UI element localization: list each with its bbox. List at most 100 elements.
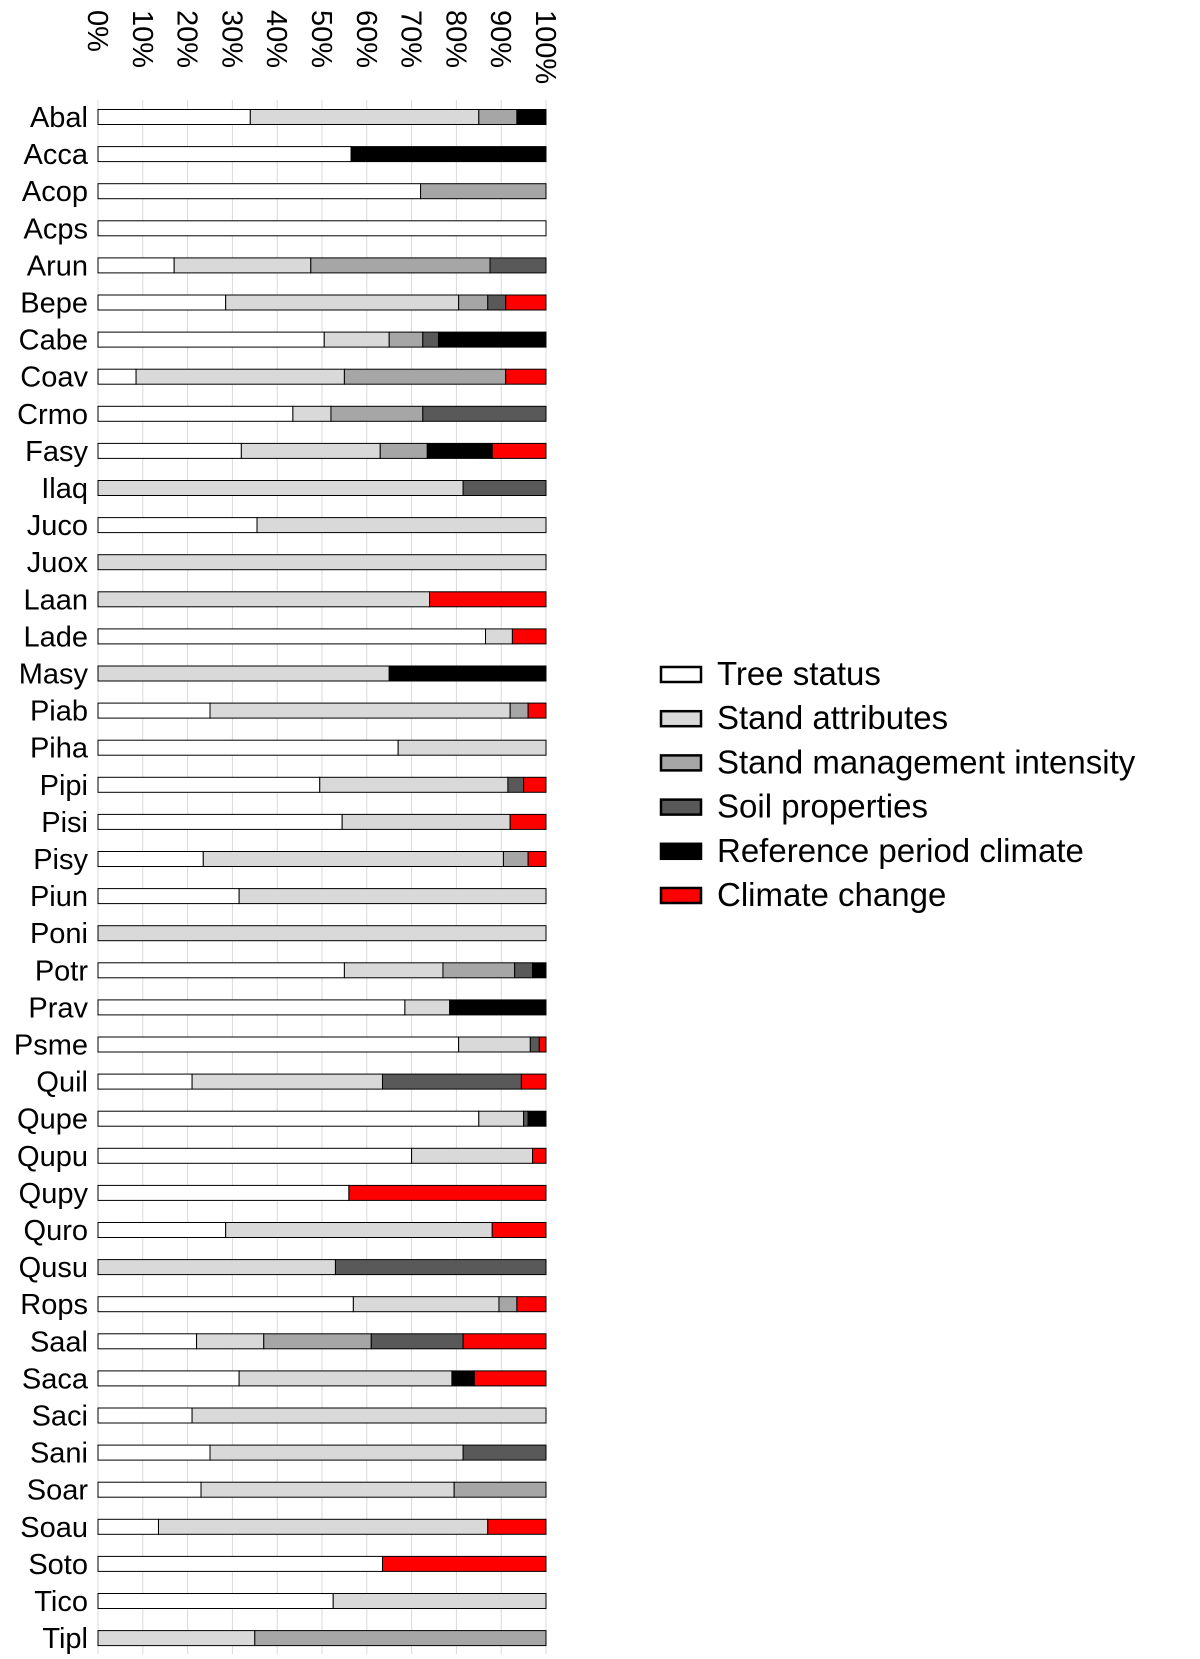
bar-segment	[404, 999, 451, 1016]
bar-segment	[343, 368, 507, 385]
bar-segment	[196, 1333, 265, 1350]
bar-segment	[97, 1593, 334, 1609]
bar-segment	[334, 1259, 547, 1276]
bar-segment	[97, 665, 390, 682]
category-label: Abal	[30, 102, 88, 134]
bar-segment	[97, 925, 547, 942]
bar-segment	[97, 739, 399, 756]
bar-segment	[97, 1259, 336, 1276]
bar-segment	[97, 405, 294, 422]
category-label: Tico	[34, 1586, 88, 1618]
gridlines	[97, 100, 547, 1657]
bar-segment	[240, 442, 381, 459]
bar-segment	[238, 888, 547, 905]
category-label: Masy	[19, 659, 89, 691]
bar-segment	[527, 702, 547, 719]
category-label: Qupy	[19, 1178, 89, 1210]
bar-segment	[97, 851, 204, 867]
value-tick-label: 80%	[439, 10, 471, 68]
category-label: Quro	[24, 1215, 88, 1247]
bar-segment	[209, 1444, 464, 1461]
category-label: Ilaq	[41, 473, 88, 505]
category-label: Tipl	[42, 1623, 88, 1654]
bar-segment	[538, 1036, 547, 1053]
legend-label: Stand management intensity	[717, 743, 1136, 780]
bar-segment	[491, 442, 547, 459]
bar-segment	[157, 1518, 489, 1535]
category-label: Saca	[22, 1363, 89, 1395]
bar-segment	[509, 702, 529, 719]
bar-segment	[507, 776, 525, 793]
bar-segment	[330, 405, 424, 422]
bar-segment	[97, 1444, 211, 1461]
bar-segment	[323, 331, 390, 348]
bar-segment	[514, 962, 534, 979]
legend: Tree status Stand attributes Stand managem…	[659, 655, 1136, 913]
category-label: Pisy	[33, 844, 88, 876]
bar-segment	[523, 1110, 529, 1127]
category-label: Acca	[24, 139, 89, 171]
bar-segment	[502, 851, 529, 867]
bar-segment	[350, 146, 547, 163]
legend-swatch	[659, 709, 703, 728]
category-label: Crmo	[17, 399, 88, 431]
category-label: Soto	[28, 1549, 88, 1581]
bar-segment	[348, 1184, 547, 1201]
bar-segment	[453, 1481, 547, 1498]
bar-segment	[332, 1593, 547, 1609]
bar-segment	[97, 1481, 202, 1498]
bar-segment	[97, 442, 242, 459]
bar-segment	[97, 1147, 413, 1164]
bar-segment	[97, 1073, 193, 1090]
legend-swatch	[659, 842, 703, 861]
category-label: Qupe	[17, 1104, 88, 1136]
category-axis-labels: Abal Acca Acop Acps Arun Bepe Cabe Coav Crmo Fasy…	[14, 102, 89, 1655]
bar-segment	[505, 294, 547, 311]
legend-swatch	[659, 754, 703, 772]
bar-segment	[388, 665, 547, 682]
bar-segment	[379, 442, 428, 459]
bar-segment	[97, 813, 343, 830]
category-label: Soar	[27, 1475, 89, 1507]
category-label: Quil	[36, 1067, 88, 1099]
category-label: Cabe	[19, 325, 88, 357]
value-tick-label: 30%	[215, 10, 247, 68]
bar-segment	[532, 1147, 547, 1164]
bar-segment	[341, 813, 511, 830]
bar-segment	[97, 146, 352, 163]
bar-segment	[173, 257, 312, 274]
bar-segment	[473, 1370, 547, 1387]
bar-segment	[225, 294, 460, 311]
bar-segment	[462, 480, 547, 496]
category-label: Qupu	[17, 1141, 88, 1173]
bar-segment	[487, 294, 507, 311]
value-tick-label: 40%	[260, 10, 292, 68]
category-label: Saci	[32, 1401, 88, 1433]
bar-segment	[498, 1296, 518, 1313]
category-label: Juco	[27, 510, 88, 542]
bar-segment	[451, 1370, 475, 1387]
bar-segment	[97, 480, 464, 496]
bar-segment	[97, 1036, 460, 1053]
bar-segment	[97, 1555, 383, 1572]
bar-segment	[249, 109, 480, 125]
bar-segment	[527, 1110, 547, 1127]
category-label: Piha	[30, 733, 89, 765]
bar-segment	[97, 257, 175, 274]
category-label: Coav	[20, 362, 88, 394]
category-label: Soau	[20, 1512, 88, 1544]
category-label: Laan	[23, 584, 88, 616]
bar-segment	[381, 1555, 547, 1572]
bar-segment	[97, 183, 422, 200]
bar-segment	[97, 702, 211, 719]
value-tick-label: 20%	[171, 10, 203, 68]
bar-segment	[489, 257, 547, 274]
bar-segment	[352, 1296, 500, 1313]
category-label: Acop	[22, 176, 88, 208]
bar-segment	[254, 1630, 547, 1647]
bar-segment	[97, 1184, 350, 1201]
bar-segment	[505, 368, 547, 385]
category-label: Pisi	[41, 807, 88, 839]
